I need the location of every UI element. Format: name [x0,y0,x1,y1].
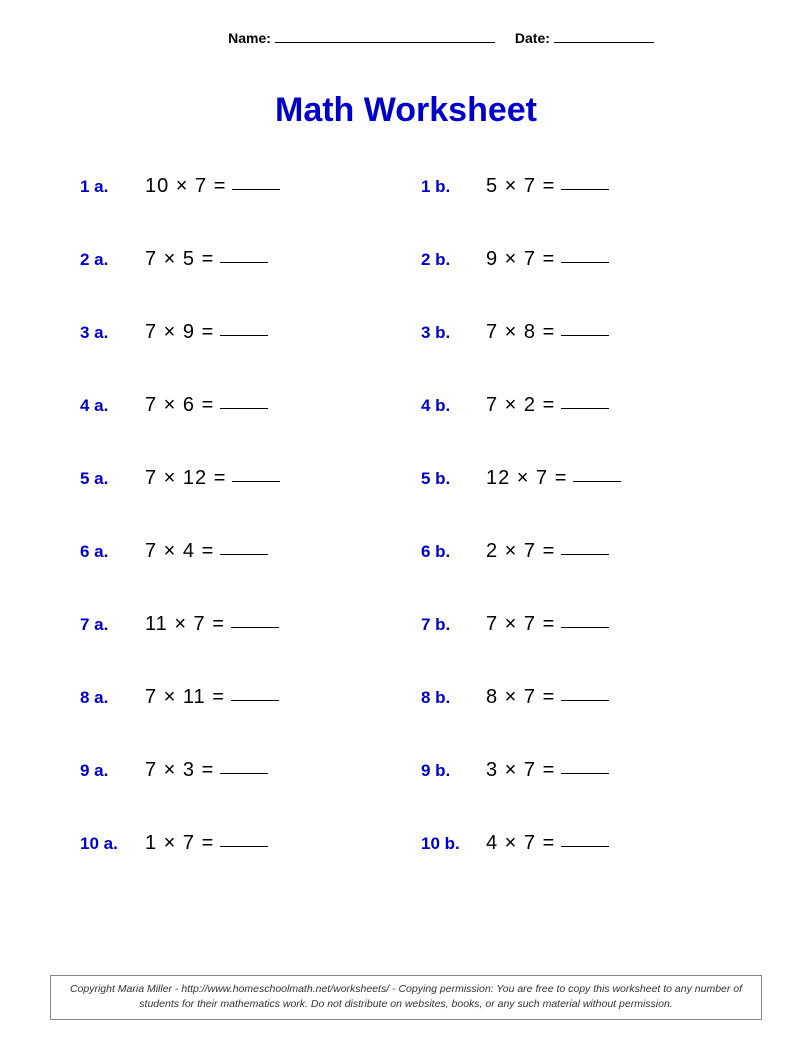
name-field: Name: [228,30,495,46]
problem: 3 b. 7 × 8 = [421,321,762,344]
problem-expression: 12 × 7 = [486,467,567,490]
problem-expression: 7 × 7 = [486,613,555,636]
problem-expression: 7 × 2 = [486,394,555,417]
header-row: Name: Date: [120,30,762,46]
problem-expression: 7 × 3 = [145,759,214,782]
answer-blank-line [561,554,609,555]
problem-expression: 7 × 6 = [145,394,214,417]
problem-label: 1 b. [421,177,476,197]
problem: 10 b. 4 × 7 = [421,832,762,855]
problem-expression: 7 × 5 = [145,248,214,271]
problem-expression: 8 × 7 = [486,686,555,709]
problem: 7 b. 7 × 7 = [421,613,762,636]
problem-label: 8 a. [80,688,135,708]
problem-label: 9 a. [80,761,135,781]
date-blank-line [554,42,654,43]
problem-expression: 7 × 9 = [145,321,214,344]
problem-label: 5 b. [421,469,476,489]
problem: 9 b. 3 × 7 = [421,759,762,782]
problem-label: 4 b. [421,396,476,416]
problem: 4 b. 7 × 2 = [421,394,762,417]
problem-label: 7 b. [421,615,476,635]
problem-expression: 1 × 7 = [145,832,214,855]
problem: 9 a. 7 × 3 = [80,759,421,782]
answer-blank-line [561,700,609,701]
answer-blank-line [220,554,268,555]
problem: 8 b. 8 × 7 = [421,686,762,709]
problem: 2 a. 7 × 5 = [80,248,421,271]
name-blank-line [275,42,495,43]
problem: 1 b. 5 × 7 = [421,175,762,198]
problem: 10 a. 1 × 7 = [80,832,421,855]
problem: 3 a. 7 × 9 = [80,321,421,344]
answer-blank-line [561,408,609,409]
problem-label: 7 a. [80,615,135,635]
problem-label: 10 b. [421,834,476,854]
problem-label: 3 b. [421,323,476,343]
problem: 2 b. 9 × 7 = [421,248,762,271]
problem-label: 3 a. [80,323,135,343]
problem-expression: 4 × 7 = [486,832,555,855]
problem: 6 b. 2 × 7 = [421,540,762,563]
date-field: Date: [515,30,654,46]
problem-expression: 2 × 7 = [486,540,555,563]
problem-label: 9 b. [421,761,476,781]
problem-label: 8 b. [421,688,476,708]
problem-expression: 11 × 7 = [145,613,225,636]
answer-blank-line [232,481,280,482]
problem: 7 a. 11 × 7 = [80,613,421,636]
problem-label: 4 a. [80,396,135,416]
problem: 1 a. 10 × 7 = [80,175,421,198]
problem-label: 6 b. [421,542,476,562]
date-label: Date: [515,30,550,46]
answer-blank-line [561,846,609,847]
answer-blank-line [561,335,609,336]
problem-label: 2 a. [80,250,135,270]
problems-grid: 1 a. 10 × 7 = 1 b. 5 × 7 = 2 a. 7 × 5 = 2 b… [50,175,762,855]
copyright-footer: Copyright Maria Miller - http://www.home… [50,975,762,1021]
answer-blank-line [220,335,268,336]
problem: 5 b. 12 × 7 = [421,467,762,490]
answer-blank-line [220,846,268,847]
problem-expression: 9 × 7 = [486,248,555,271]
problem: 8 a. 7 × 11 = [80,686,421,709]
problem-label: 2 b. [421,250,476,270]
problem-expression: 7 × 8 = [486,321,555,344]
problem-label: 6 a. [80,542,135,562]
problem-expression: 3 × 7 = [486,759,555,782]
answer-blank-line [561,773,609,774]
problem: 4 a. 7 × 6 = [80,394,421,417]
problem-expression: 7 × 4 = [145,540,214,563]
name-label: Name: [228,30,271,46]
answer-blank-line [231,627,279,628]
answer-blank-line [220,408,268,409]
problem-label: 1 a. [80,177,135,197]
problem-expression: 7 × 12 = [145,467,226,490]
problem-label: 5 a. [80,469,135,489]
answer-blank-line [220,262,268,263]
problem-expression: 7 × 11 = [145,686,225,709]
answer-blank-line [232,189,280,190]
answer-blank-line [561,627,609,628]
answer-blank-line [561,262,609,263]
answer-blank-line [231,700,279,701]
worksheet-title: Math Worksheet [50,91,762,130]
problem: 5 a. 7 × 12 = [80,467,421,490]
problem-expression: 5 × 7 = [486,175,555,198]
answer-blank-line [220,773,268,774]
answer-blank-line [561,189,609,190]
problem-expression: 10 × 7 = [145,175,226,198]
answer-blank-line [573,481,621,482]
problem-label: 10 a. [80,834,135,854]
problem: 6 a. 7 × 4 = [80,540,421,563]
